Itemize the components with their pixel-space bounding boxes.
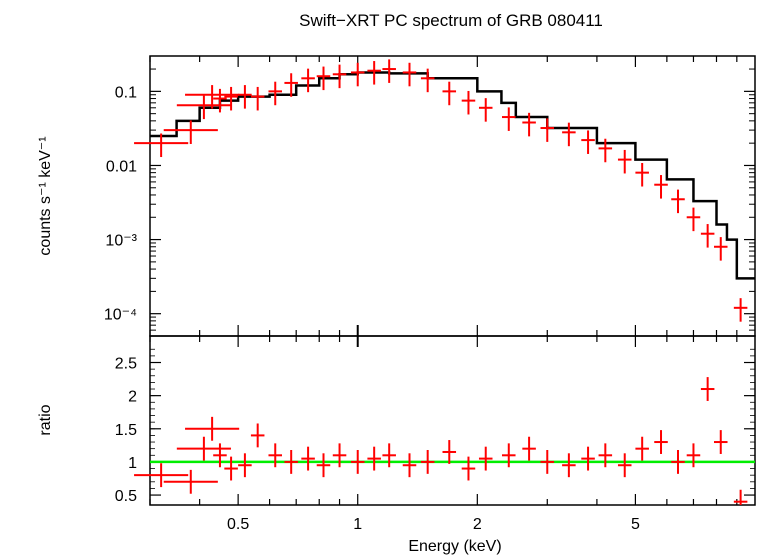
x-tick-label: 0.5 <box>227 516 249 533</box>
data-point <box>382 443 396 468</box>
data-point <box>176 95 231 120</box>
data-point <box>478 98 493 122</box>
ratio-y-tick-label: 1.5 <box>115 422 137 439</box>
data-point <box>350 62 365 87</box>
data-point <box>185 416 240 441</box>
data-point <box>268 443 283 468</box>
data-point <box>522 436 536 461</box>
data-point <box>382 59 396 83</box>
data-point <box>134 463 189 488</box>
tick-labels: 0.5 1 2 5 0.1 0.01 10⁻³ 10⁻⁴ 0.5 1 1.5 2 2.5 <box>104 84 640 533</box>
ratio-y-tick-label: 0.5 <box>115 488 137 505</box>
data-point <box>461 456 476 481</box>
data-point <box>654 175 668 199</box>
data-point <box>268 81 283 106</box>
data-point <box>562 453 576 478</box>
data-point <box>654 430 668 454</box>
data-point <box>367 61 381 85</box>
data-point <box>502 107 516 131</box>
ratio-panel-frame <box>149 335 756 506</box>
data-point <box>522 112 536 137</box>
data-point <box>367 446 381 471</box>
y-tick-label: 10⁻⁴ <box>104 307 137 324</box>
spectrum-y-axis-label: counts s⁻¹ keV⁻¹ <box>37 136 54 255</box>
model-series <box>150 71 755 280</box>
data-point <box>250 86 265 111</box>
data-point <box>713 237 728 261</box>
data-point <box>502 443 516 468</box>
data-point <box>134 133 189 158</box>
x-tick-label: 5 <box>631 516 640 533</box>
ratio-y-tick-label: 1 <box>128 455 137 472</box>
data-point <box>733 298 748 322</box>
ratio-y-axis-label: ratio <box>37 404 54 435</box>
data-point <box>238 453 252 478</box>
spectrum-panel-frame <box>149 55 756 337</box>
data-point <box>284 73 298 97</box>
spectrum-data-series <box>134 59 748 322</box>
data-point <box>316 453 331 478</box>
chart-title: Swift−XRT PC spectrum of GRB 080411 <box>299 11 603 30</box>
data-point <box>284 449 298 474</box>
data-point <box>733 489 748 505</box>
data-point <box>224 86 238 111</box>
data-point <box>700 377 715 401</box>
data-point <box>350 449 365 474</box>
data-point <box>176 436 231 461</box>
data-point <box>238 85 252 109</box>
x-axis-label: Energy (keV) <box>408 538 501 555</box>
data-point <box>163 120 218 144</box>
y-tick-label: 10⁻³ <box>105 233 137 250</box>
y-tick-label: 0.1 <box>115 84 137 101</box>
data-point <box>700 224 715 248</box>
data-point <box>686 443 701 468</box>
data-point <box>540 449 555 474</box>
data-point <box>332 64 347 89</box>
axis-ticks <box>149 56 755 505</box>
data-point <box>617 453 632 478</box>
data-point <box>598 443 613 468</box>
data-point <box>301 446 315 471</box>
data-point <box>686 207 701 232</box>
data-point <box>461 90 476 115</box>
data-point <box>581 130 595 154</box>
data-point <box>420 449 435 474</box>
data-point <box>581 446 595 471</box>
data-point <box>163 469 218 494</box>
ratio-y-tick-label: 2.5 <box>115 356 137 373</box>
data-point <box>478 446 493 471</box>
x-tick-label: 1 <box>353 516 362 533</box>
data-point <box>420 68 435 93</box>
data-point <box>713 430 728 454</box>
data-point <box>224 456 238 481</box>
data-point <box>671 189 685 214</box>
data-point <box>213 88 227 113</box>
data-point <box>598 138 613 163</box>
data-point <box>332 443 347 468</box>
data-point <box>671 449 685 474</box>
data-point <box>635 162 649 187</box>
data-point <box>635 436 649 461</box>
data-point <box>442 81 457 106</box>
data-point <box>617 149 632 174</box>
data-point <box>402 62 417 87</box>
model-line <box>150 71 755 280</box>
data-point <box>402 453 417 478</box>
data-point <box>301 68 315 93</box>
x-tick-label: 2 <box>473 516 482 533</box>
ratio-data-series <box>134 377 748 505</box>
y-tick-label: 0.01 <box>106 158 137 175</box>
data-point <box>562 122 576 147</box>
ratio-y-tick-label: 2 <box>128 389 137 406</box>
data-point <box>250 423 265 448</box>
data-point <box>442 440 457 464</box>
data-point <box>316 66 331 91</box>
data-point <box>540 118 555 142</box>
data-point <box>213 443 227 468</box>
